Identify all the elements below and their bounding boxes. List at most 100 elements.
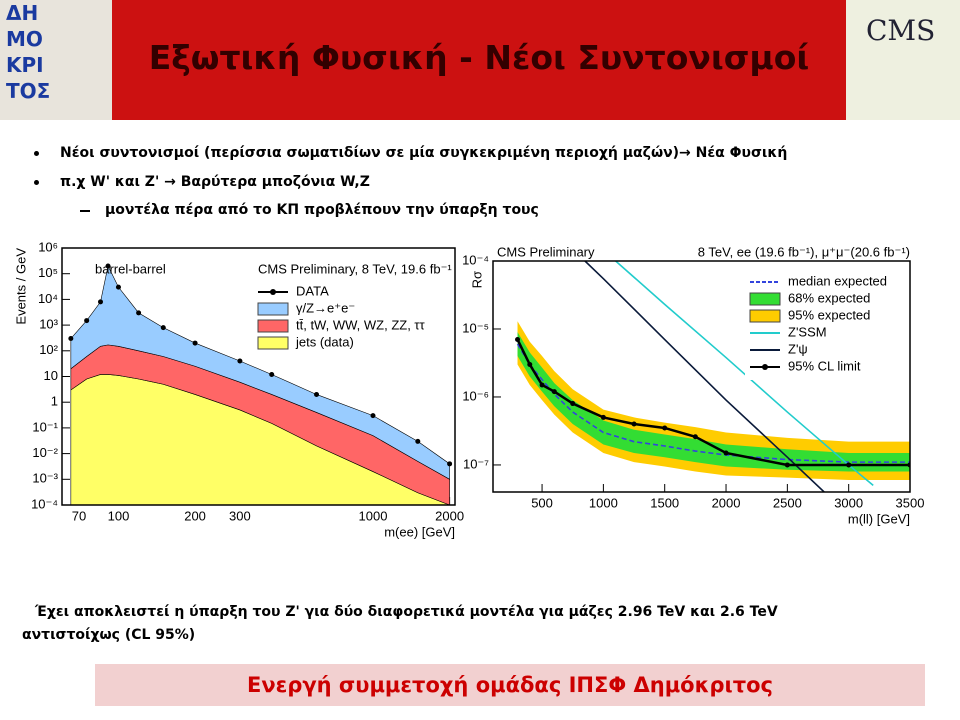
y-tick-label: 10⁻³: [32, 471, 58, 486]
data-point: [447, 461, 453, 467]
sub-bullet-text: μοντέλα πέρα από το ΚΠ προβλέπουν την ύπ…: [105, 202, 539, 218]
data-point: [551, 389, 557, 395]
x-tick-label: 1000: [359, 508, 388, 523]
legend-swatch: [257, 336, 289, 350]
logo-left: ΔΗ ΜΟ ΚΡΙ ΤΟΣ: [0, 0, 112, 120]
y-axis-label: Events / GeV: [13, 248, 28, 325]
x-tick-label: 70: [72, 508, 86, 523]
bullet-text: π.χ W' και Z' → Βαρύτερα μποζόνια W,Z: [60, 174, 370, 190]
legend-swatch: [749, 292, 781, 306]
annotation: barrel-barrel: [95, 261, 166, 276]
stack-area: [70, 265, 450, 480]
logo-text: ΚΡΙ: [6, 53, 44, 77]
data-point: [269, 371, 275, 377]
y-tick-label: 1: [51, 394, 58, 409]
legend-label: 95% CL limit: [788, 358, 861, 373]
legend-label: DATA: [296, 283, 329, 298]
legend-label: Z'ψ: [788, 341, 808, 356]
footer: Ενεργή συμμετοχή ομάδας ΙΠΣΦ Δημόκριτος: [95, 664, 925, 706]
bullet: [34, 180, 39, 185]
sub-bullet: [80, 210, 90, 212]
header: ΔΗ ΜΟ ΚΡΙ ΤΟΣ Εξωτική Φυσική - Νέοι Συντ…: [0, 0, 960, 120]
data-point: [136, 310, 142, 316]
x-tick-label: 1000: [589, 495, 618, 510]
data-point: [84, 318, 90, 324]
data-point: [570, 401, 576, 407]
y-tick-label: 10⁶: [38, 239, 58, 254]
x-tick-label: 2000: [712, 495, 741, 510]
data-point: [846, 462, 852, 468]
legend-label: Z'SSM: [788, 324, 827, 339]
logo-text: CMS: [866, 14, 936, 47]
x-axis-label: m(ll) [GeV]: [848, 511, 910, 526]
data-point: [160, 325, 166, 331]
data-point: [237, 358, 243, 364]
data-point: [192, 340, 198, 346]
data-point: [105, 263, 111, 269]
logo-text: ΤΟΣ: [6, 79, 51, 103]
data-point: [600, 414, 606, 420]
data-point: [631, 421, 637, 427]
y-axis-label: Rσ: [469, 271, 484, 288]
chart-subtitle: 8 TeV, ee (19.6 fb⁻¹), μ⁺μ⁻(20.6 fb⁻¹): [698, 244, 910, 259]
x-tick-label: 2500: [773, 495, 802, 510]
y-tick-label: 10⁴: [38, 291, 58, 306]
y-tick-label: 10⁻⁴: [462, 252, 489, 267]
x-axis-label: m(ee) [GeV]: [384, 524, 455, 539]
data-point: [314, 391, 320, 397]
x-tick-label: 100: [108, 508, 130, 523]
note: Έχει αποκλειστεί η ύπαρξη του Ζ' για δύο…: [35, 604, 778, 620]
plot-frame: [61, 247, 456, 506]
slide-title: Εξωτική Φυσική - Νέοι Συντονισμοί: [148, 38, 810, 77]
legend-box: [745, 272, 905, 380]
data-point: [527, 362, 533, 368]
data-point: [115, 284, 121, 290]
data-point: [98, 299, 104, 305]
chart-title: CMS Preliminary, 8 TeV, 19.6 fb⁻¹: [258, 261, 452, 276]
y-tick-label: 10⁻⁶: [462, 388, 489, 403]
x-tick-label: 200: [184, 508, 206, 523]
data-point: [539, 382, 545, 388]
chart-title: CMS Preliminary: [497, 244, 595, 259]
legend-label: tt̄, tW, WW, WZ, ZZ, ττ: [296, 317, 426, 332]
logo-text: ΔΗ: [6, 1, 39, 25]
legend-swatch: [257, 302, 289, 316]
x-tick-label: 3000: [834, 495, 863, 510]
data-point: [692, 434, 698, 440]
y-tick-label: 10³: [39, 317, 58, 332]
x-tick-label: 3500: [896, 495, 925, 510]
legend-label: jets (data): [295, 334, 354, 349]
bullet: [34, 151, 39, 156]
bullet-text: Νέοι συντονισμοί (περίσσια σωματιδίων σε…: [60, 145, 788, 161]
y-tick-label: 10⁻¹: [32, 419, 58, 434]
data-point: [515, 337, 521, 343]
note: αντιστοίχως (CL 95%): [22, 627, 196, 643]
series-line: [516, 343, 910, 463]
data-point: [662, 425, 668, 431]
legend-swatch: [257, 319, 289, 333]
charts: 10⁶ 10⁵ 10⁴ 10³ 10² 10 1 10⁻¹ 10⁻² 10⁻³ 10⁻⁴ 70 100 2…: [13, 239, 925, 539]
plot-layer: [515, 261, 910, 492]
x-tick-label: 300: [229, 508, 251, 523]
legend-label: 95% expected: [788, 307, 870, 322]
logo-right: CMS: [846, 0, 960, 120]
series-line: [615, 261, 874, 487]
x-tick-label: 2000: [435, 508, 464, 523]
legend-label: median expected: [788, 273, 887, 288]
legend-swatch: [749, 309, 781, 323]
data-point: [415, 438, 421, 444]
data-point: [784, 462, 790, 468]
y-tick-label: 10: [44, 368, 58, 383]
data-point: [723, 450, 729, 456]
legend-label: γ/Z→e⁺e⁻: [296, 300, 355, 315]
plot-frame: [492, 260, 911, 493]
y-tick-label: 10⁻⁵: [462, 320, 489, 335]
x-tick-label: 1500: [650, 495, 679, 510]
logo-text: ΜΟ: [6, 27, 43, 51]
data-point: [370, 413, 376, 419]
y-tick-label: 10⁻⁴: [31, 496, 58, 511]
legend-swatch: [270, 289, 276, 295]
y-tick-label: 10⁻⁷: [463, 456, 489, 471]
y-tick-label: 10⁻²: [32, 445, 58, 460]
